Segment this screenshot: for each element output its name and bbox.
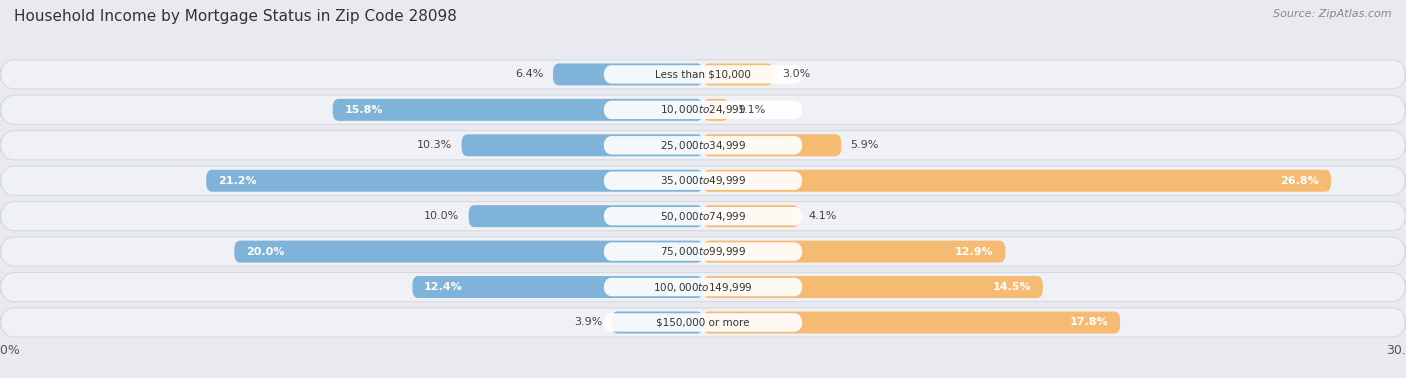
Text: 14.5%: 14.5%: [993, 282, 1031, 292]
FancyBboxPatch shape: [603, 242, 803, 261]
Text: 6.4%: 6.4%: [515, 70, 544, 79]
Text: $10,000 to $24,999: $10,000 to $24,999: [659, 103, 747, 116]
Text: $100,000 to $149,999: $100,000 to $149,999: [654, 280, 752, 294]
FancyBboxPatch shape: [703, 205, 799, 227]
Text: Source: ZipAtlas.com: Source: ZipAtlas.com: [1274, 9, 1392, 19]
FancyBboxPatch shape: [703, 170, 1331, 192]
FancyBboxPatch shape: [703, 241, 1005, 263]
Text: 3.0%: 3.0%: [783, 70, 811, 79]
Text: 20.0%: 20.0%: [246, 246, 284, 257]
FancyBboxPatch shape: [612, 311, 703, 333]
FancyBboxPatch shape: [0, 131, 1406, 160]
FancyBboxPatch shape: [553, 64, 703, 85]
FancyBboxPatch shape: [603, 101, 803, 119]
FancyBboxPatch shape: [0, 273, 1406, 302]
Text: 10.3%: 10.3%: [418, 140, 453, 150]
Text: 12.9%: 12.9%: [955, 246, 994, 257]
Text: $35,000 to $49,999: $35,000 to $49,999: [659, 174, 747, 187]
Text: Less than $10,000: Less than $10,000: [655, 70, 751, 79]
Text: 1.1%: 1.1%: [738, 105, 766, 115]
Text: 4.1%: 4.1%: [808, 211, 837, 221]
Text: $150,000 or more: $150,000 or more: [657, 318, 749, 327]
Text: 5.9%: 5.9%: [851, 140, 879, 150]
Text: 15.8%: 15.8%: [344, 105, 382, 115]
Legend: Without Mortgage, With Mortgage: Without Mortgage, With Mortgage: [572, 373, 834, 378]
Text: 12.4%: 12.4%: [425, 282, 463, 292]
FancyBboxPatch shape: [703, 64, 773, 85]
Text: $25,000 to $34,999: $25,000 to $34,999: [659, 139, 747, 152]
FancyBboxPatch shape: [703, 134, 841, 156]
FancyBboxPatch shape: [603, 136, 803, 155]
FancyBboxPatch shape: [603, 278, 803, 296]
FancyBboxPatch shape: [207, 170, 703, 192]
FancyBboxPatch shape: [603, 207, 803, 225]
FancyBboxPatch shape: [468, 205, 703, 227]
Text: 26.8%: 26.8%: [1281, 176, 1319, 186]
Text: 3.9%: 3.9%: [574, 318, 602, 327]
Text: 17.8%: 17.8%: [1070, 318, 1108, 327]
FancyBboxPatch shape: [412, 276, 703, 298]
FancyBboxPatch shape: [603, 313, 803, 332]
Text: $75,000 to $99,999: $75,000 to $99,999: [659, 245, 747, 258]
FancyBboxPatch shape: [461, 134, 703, 156]
FancyBboxPatch shape: [603, 65, 803, 84]
FancyBboxPatch shape: [0, 201, 1406, 231]
FancyBboxPatch shape: [0, 95, 1406, 124]
FancyBboxPatch shape: [0, 166, 1406, 195]
FancyBboxPatch shape: [603, 172, 803, 190]
FancyBboxPatch shape: [0, 308, 1406, 337]
FancyBboxPatch shape: [703, 276, 1043, 298]
Text: Household Income by Mortgage Status in Zip Code 28098: Household Income by Mortgage Status in Z…: [14, 9, 457, 25]
FancyBboxPatch shape: [703, 99, 728, 121]
FancyBboxPatch shape: [333, 99, 703, 121]
FancyBboxPatch shape: [0, 60, 1406, 89]
Text: 10.0%: 10.0%: [425, 211, 460, 221]
FancyBboxPatch shape: [0, 237, 1406, 266]
Text: $50,000 to $74,999: $50,000 to $74,999: [659, 210, 747, 223]
FancyBboxPatch shape: [703, 311, 1121, 333]
Text: 21.2%: 21.2%: [218, 176, 256, 186]
FancyBboxPatch shape: [235, 241, 703, 263]
